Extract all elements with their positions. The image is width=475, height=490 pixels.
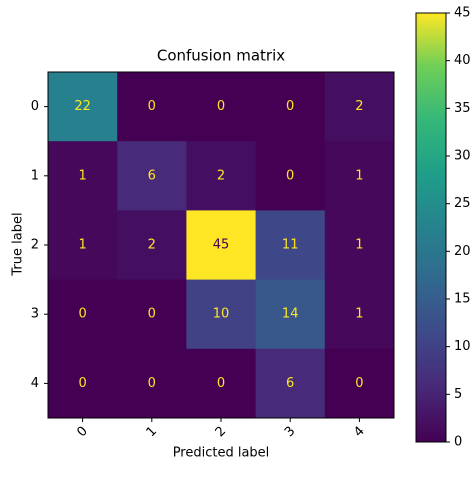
- cell-label: 45: [213, 238, 230, 253]
- colorbar-tick-label: 20: [454, 244, 471, 259]
- cell: [255, 348, 326, 419]
- x-tick-label: 0: [74, 424, 90, 440]
- cell-label: 0: [78, 307, 86, 322]
- cell-label: 22: [74, 99, 91, 114]
- cell-label: 14: [282, 307, 299, 322]
- cell: [255, 210, 326, 281]
- cell: [117, 348, 187, 419]
- cell: [255, 141, 326, 211]
- y-tick-label: 1: [31, 168, 39, 183]
- cell: [48, 72, 118, 142]
- x-tick-label: 1: [144, 424, 160, 440]
- x-tick-label: 3: [282, 424, 298, 440]
- cell: [186, 141, 257, 211]
- cell-label: 1: [355, 238, 363, 253]
- colorbar-tick-label: 40: [454, 53, 471, 68]
- cell-label: 1: [355, 307, 363, 322]
- cell: [255, 279, 326, 350]
- cell-label: 6: [286, 376, 294, 391]
- cell-label: 0: [286, 168, 294, 183]
- cell-label: 2: [355, 99, 363, 114]
- y-tick-label: 0: [31, 99, 39, 114]
- colorbar-tick-label: 0: [454, 435, 462, 450]
- cell: [117, 141, 187, 211]
- x-tick-label: 2: [213, 424, 229, 440]
- cell-label: 0: [148, 376, 156, 391]
- cell: [324, 210, 395, 281]
- cell-label: 11: [282, 238, 299, 253]
- cell-label: 0: [355, 376, 363, 391]
- y-axis-label: True label: [11, 212, 26, 276]
- cell-label: 10: [213, 307, 230, 322]
- colorbar-tick-label: 30: [454, 149, 471, 164]
- cell: [186, 210, 257, 281]
- cell: [324, 348, 395, 419]
- cell: [48, 210, 118, 281]
- cell-label: 0: [148, 307, 156, 322]
- cell: [117, 72, 187, 142]
- cell: [117, 279, 187, 350]
- cell-label: 0: [148, 99, 156, 114]
- colorbar: [415, 12, 447, 443]
- cell: [255, 72, 326, 142]
- cell-label: 1: [78, 168, 86, 183]
- colorbar-tick-label: 5: [454, 387, 462, 402]
- cell: [117, 210, 187, 281]
- cell-label: 0: [286, 99, 294, 114]
- cell: [324, 279, 395, 350]
- cell: [324, 72, 395, 142]
- cell: [186, 72, 257, 142]
- chart-title: Confusion matrix: [157, 47, 285, 65]
- colorbar-tick-label: 15: [454, 292, 471, 307]
- y-tick-label: 3: [31, 307, 39, 322]
- colorbar-tick-label: 45: [454, 6, 471, 21]
- cell-label: 1: [355, 168, 363, 183]
- cell-label: 0: [217, 376, 225, 391]
- cell-label: 0: [217, 99, 225, 114]
- cell-label: 0: [78, 376, 86, 391]
- cell: [324, 141, 395, 211]
- cell-label: 1: [78, 238, 86, 253]
- cell-label: 6: [148, 168, 156, 183]
- x-axis-label: Predicted label: [173, 446, 270, 461]
- cell: [48, 348, 118, 419]
- colorbar-tick-label: 10: [454, 339, 471, 354]
- x-tick-label: 4: [351, 424, 367, 440]
- cell-label: 2: [217, 168, 225, 183]
- colorbar-tick-label: 25: [454, 196, 471, 211]
- cell: [48, 279, 118, 350]
- cell-label: 2: [148, 238, 156, 253]
- cell: [186, 348, 257, 419]
- y-tick-label: 2: [31, 238, 39, 253]
- colorbar-tick-label: 35: [454, 101, 471, 116]
- cell: [48, 141, 118, 211]
- cell: [186, 279, 257, 350]
- y-tick-label: 4: [31, 376, 39, 391]
